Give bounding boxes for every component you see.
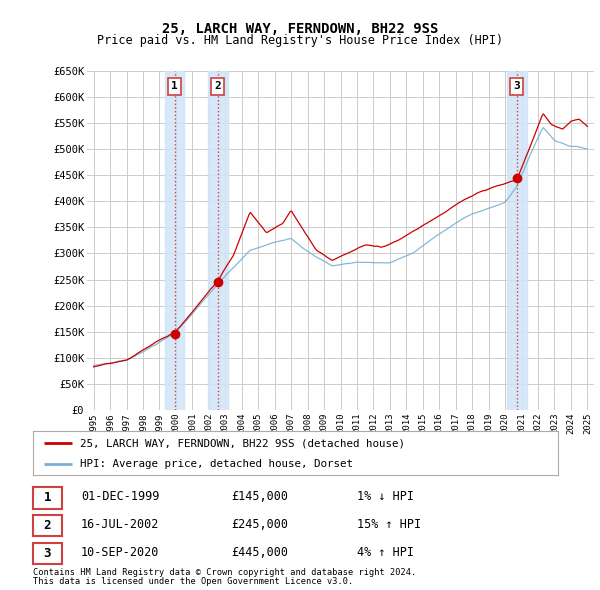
Text: 1: 1 xyxy=(171,81,178,91)
Text: £245,000: £245,000 xyxy=(231,518,288,531)
Text: Contains HM Land Registry data © Crown copyright and database right 2024.: Contains HM Land Registry data © Crown c… xyxy=(33,568,416,577)
Text: 25, LARCH WAY, FERNDOWN, BH22 9SS: 25, LARCH WAY, FERNDOWN, BH22 9SS xyxy=(162,22,438,37)
Text: HPI: Average price, detached house, Dorset: HPI: Average price, detached house, Dors… xyxy=(80,459,353,469)
Text: 2: 2 xyxy=(44,519,51,532)
Text: 4% ↑ HPI: 4% ↑ HPI xyxy=(357,546,414,559)
Text: 1% ↓ HPI: 1% ↓ HPI xyxy=(357,490,414,503)
Text: 3: 3 xyxy=(44,547,51,560)
Text: This data is licensed under the Open Government Licence v3.0.: This data is licensed under the Open Gov… xyxy=(33,577,353,586)
Text: 01-DEC-1999: 01-DEC-1999 xyxy=(81,490,160,503)
Text: Price paid vs. HM Land Registry's House Price Index (HPI): Price paid vs. HM Land Registry's House … xyxy=(97,34,503,47)
Text: 2: 2 xyxy=(214,81,221,91)
Text: 25, LARCH WAY, FERNDOWN, BH22 9SS (detached house): 25, LARCH WAY, FERNDOWN, BH22 9SS (detac… xyxy=(80,438,405,448)
Text: 10-SEP-2020: 10-SEP-2020 xyxy=(81,546,160,559)
Bar xyxy=(507,71,527,410)
Text: £145,000: £145,000 xyxy=(231,490,288,503)
Text: £445,000: £445,000 xyxy=(231,546,288,559)
Bar xyxy=(208,71,227,410)
Text: 16-JUL-2002: 16-JUL-2002 xyxy=(81,518,160,531)
Text: 1: 1 xyxy=(44,491,51,504)
Text: 15% ↑ HPI: 15% ↑ HPI xyxy=(357,518,421,531)
Text: 3: 3 xyxy=(513,81,520,91)
Bar xyxy=(164,71,184,410)
